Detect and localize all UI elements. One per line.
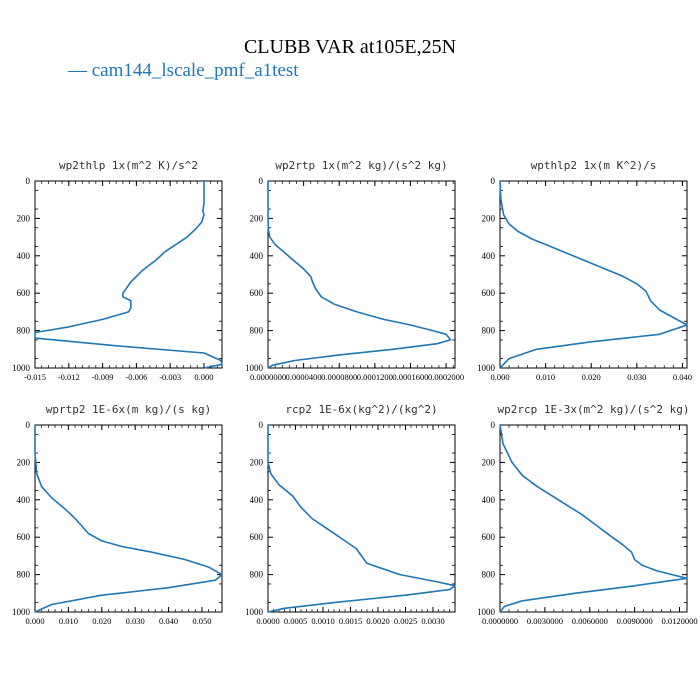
x-tick-label: 0.000 <box>25 616 44 626</box>
y-tick-label: 0 <box>259 420 264 430</box>
y-tick-label: 600 <box>17 532 31 542</box>
x-tick-label: -0.003 <box>159 372 181 382</box>
y-tick-label: 1000 <box>245 607 264 617</box>
legend-line-icon: — <box>68 60 92 81</box>
y-tick-label: 1000 <box>12 607 31 617</box>
x-tick-label: -0.009 <box>92 372 114 382</box>
x-tick-label: 0.0000400 <box>286 372 322 382</box>
panel-frame <box>267 424 456 613</box>
y-tick-label: 200 <box>482 213 496 223</box>
y-tick-label: 600 <box>17 288 31 298</box>
figure-title: CLUBB VAR at105E,25N <box>243 36 457 58</box>
panel-2: wp2rtp 1x(m^2 kg)/(s^2 kg) 0 200 400 600 800 1… <box>245 159 464 382</box>
x-tick-label: 0.0005 <box>284 616 307 626</box>
panel-1: wp2thlp 1x(m^2 K)/s^202004006008001000-0… <box>12 159 223 382</box>
panel-3: wpthlp2 1x(m K^2)/s 0 200 400 600 800 10000.00… <box>477 159 692 382</box>
x-tick-label: 0.020 <box>92 616 111 626</box>
y-tick-label: 0 <box>491 176 496 186</box>
y-tick-label: 1000 <box>477 607 496 617</box>
panel-title: wp2thlp 1x(m^2 K)/s^2 <box>59 159 198 172</box>
panel-frame <box>499 180 688 369</box>
panel-frame <box>499 424 688 613</box>
legend-entry: — cam144_lscale_pmf_a1test <box>68 60 299 82</box>
x-tick-label: 0.0010 <box>311 616 334 626</box>
y-tick-label: 200 <box>250 213 264 223</box>
x-tick-label: 0.0015 <box>339 616 362 626</box>
panel-6: wp2rcp 1E-3x(m^2 kg)/(s^2 kg)0 200 400 600 8… <box>477 403 698 626</box>
x-tick-label: 0.0000000 <box>482 616 518 626</box>
y-tick-label: 800 <box>17 326 31 336</box>
panel-5: rcp2 1E-6x(kg^2)/(kg^2) 0 200 400 600 800 1000… <box>245 403 456 626</box>
y-tick-label: 400 <box>482 251 496 261</box>
y-tick-label: 0 <box>26 420 31 430</box>
y-tick-label: 400 <box>482 495 496 505</box>
y-tick-label: 800 <box>482 326 496 336</box>
x-tick-label: 0.0025 <box>394 616 417 626</box>
legend-label: cam144_lscale_pmf_a1test <box>91 60 299 81</box>
x-tick-label: 0.010 <box>536 372 555 382</box>
panel-title: rcp2 1E-6x(kg^2)/(kg^2) <box>285 403 437 416</box>
y-tick-label: 0 <box>259 176 264 186</box>
y-tick-label: 400 <box>17 495 31 505</box>
y-tick-label: 200 <box>482 457 496 467</box>
x-tick-label: 0.0002000 <box>428 372 464 382</box>
x-tick-label: 0.0000800 <box>321 372 357 382</box>
panel-frame <box>267 180 456 369</box>
x-tick-label: 0.0000 <box>256 616 279 626</box>
x-tick-label: 0.030 <box>627 372 646 382</box>
panel-4: wprtp2 1E-6x(m kg)/(s kg) 0 200 400 600 800 10… <box>12 403 223 626</box>
y-tick-label: 600 <box>250 532 264 542</box>
y-tick-label: 1000 <box>477 363 496 373</box>
y-tick-label: 400 <box>250 251 264 261</box>
x-tick-label: 0.050 <box>192 616 211 626</box>
x-tick-label: -0.006 <box>125 372 147 382</box>
y-tick-label: 1000 <box>12 363 31 373</box>
x-tick-label: 0.020 <box>582 372 601 382</box>
x-tick-label: 0.0030 <box>421 616 444 626</box>
x-tick-label: 0.0001600 <box>392 372 428 382</box>
y-tick-label: 200 <box>250 457 264 467</box>
y-tick-label: 800 <box>250 570 264 580</box>
x-tick-label: 0.0000000 <box>250 372 286 382</box>
x-tick-label: 0.0030000 <box>527 616 563 626</box>
x-tick-label: 0.030 <box>126 616 145 626</box>
series-line <box>499 180 688 369</box>
y-tick-label: 600 <box>482 288 496 298</box>
series-line <box>267 425 456 613</box>
x-tick-label: 0.0120000 <box>661 616 697 626</box>
series-line <box>499 424 688 613</box>
x-tick-label: 0.000 <box>490 372 509 382</box>
panel-title: wpthlp2 1x(m K^2)/s <box>531 159 657 172</box>
x-tick-label: -0.015 <box>24 372 46 382</box>
panel-title: wprtp2 1E-6x(m kg)/(s kg) <box>46 403 212 416</box>
x-tick-label: 0.040 <box>159 616 178 626</box>
panel-title: wp2rcp 1E-3x(m^2 kg)/(s^2 kg) <box>497 403 689 416</box>
x-tick-label: 0.010 <box>59 616 78 626</box>
x-tick-label: 0.0090000 <box>617 616 653 626</box>
y-tick-label: 600 <box>250 288 264 298</box>
y-tick-label: 0 <box>491 420 496 430</box>
y-tick-label: 200 <box>17 213 31 223</box>
y-tick-label: 600 <box>482 532 496 542</box>
panel-frame <box>34 180 223 369</box>
x-tick-label: -0.012 <box>58 372 80 382</box>
series-line <box>267 181 452 369</box>
x-tick-label: 0.000 <box>194 372 213 382</box>
y-tick-label: 200 <box>17 457 31 467</box>
series-line <box>34 425 223 613</box>
panel-title: wp2rtp 1x(m^2 kg)/(s^2 kg) <box>275 159 447 172</box>
x-tick-label: 0.0020 <box>366 616 389 626</box>
series-line <box>34 181 223 369</box>
y-tick-label: 1000 <box>245 363 264 373</box>
y-tick-label: 400 <box>250 495 264 505</box>
y-tick-label: 0 <box>26 176 31 186</box>
y-tick-label: 400 <box>17 251 31 261</box>
y-tick-label: 800 <box>250 326 264 336</box>
y-tick-label: 800 <box>482 570 496 580</box>
x-tick-label: 0.040 <box>673 372 692 382</box>
x-tick-label: 0.0060000 <box>572 616 608 626</box>
x-tick-label: 0.0001200 <box>357 372 393 382</box>
y-tick-label: 800 <box>17 570 31 580</box>
